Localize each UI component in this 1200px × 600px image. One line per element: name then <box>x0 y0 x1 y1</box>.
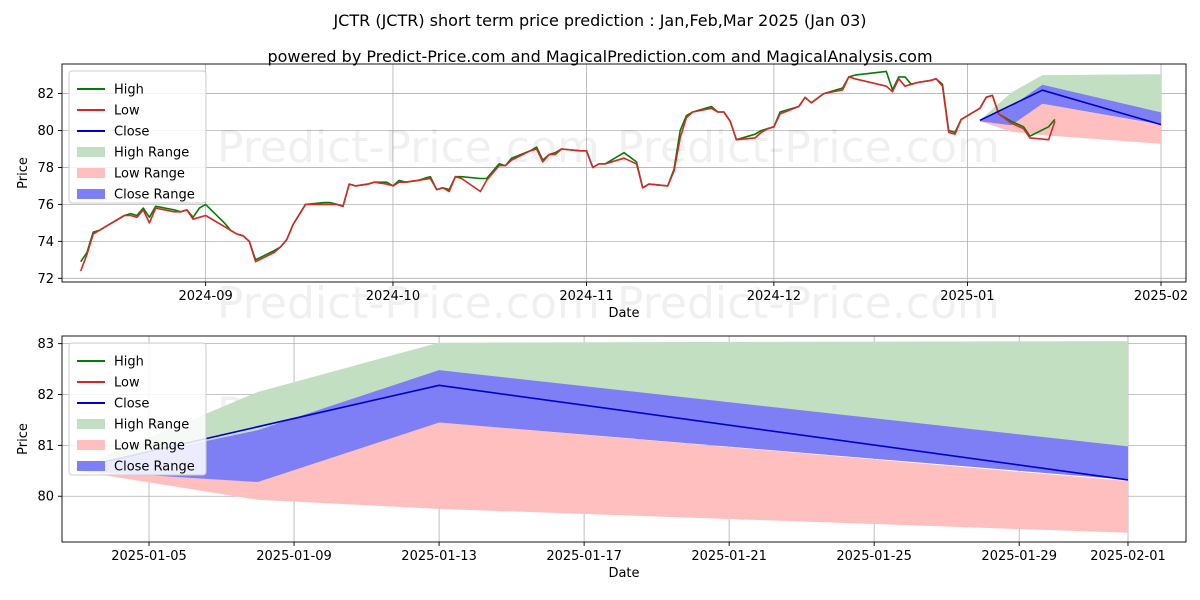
top-legend-label-close-range: Close Range <box>114 188 195 203</box>
top-legend-swatch-close-range <box>77 189 105 199</box>
top-legend-swatch-high-range <box>77 147 105 157</box>
bottom-axes-frame <box>61 335 1187 543</box>
chart-subtitle: powered by Predict-Price.com and Magical… <box>267 47 932 66</box>
bottom-legend-label-low: Low <box>114 376 140 391</box>
top-legend-label-low-range: Low Range <box>114 167 185 182</box>
top-legend-label-high: High <box>114 83 144 98</box>
top-y-tick-label: 76 <box>37 198 54 213</box>
top-x-axis-label: Date <box>608 306 639 321</box>
top-x-tick-label: 2024-10 <box>366 289 420 304</box>
top-legend-label-close: Close <box>114 125 149 140</box>
bottom-y-axis-label: Price <box>16 423 31 455</box>
top-low-line <box>79 76 1056 272</box>
bottom-y-tick-label: 80 <box>37 490 54 505</box>
top-y-tick-label: 72 <box>37 272 54 287</box>
bottom-x-tick-label: 2025-01-13 <box>401 549 477 564</box>
top-x-tick-label: 2024-11 <box>559 289 613 304</box>
top-legend-label-high-range: High Range <box>114 146 189 161</box>
bottom-close-range-band <box>76 370 1128 482</box>
bottom-low-range-band <box>76 422 1128 533</box>
top-plot-area <box>79 70 1162 272</box>
bottom-y-tick-label: 83 <box>37 337 54 352</box>
top-close-line <box>979 89 1162 126</box>
top-legend-swatch-low-range <box>77 168 105 178</box>
bottom-legend-label-low-range: Low Range <box>114 439 185 454</box>
top-y-axis-label: Price <box>16 157 31 189</box>
bottom-legend-swatch-high-range <box>77 419 105 429</box>
bottom-legend: High Low Close High Range Low Range Close Ran… <box>68 342 207 476</box>
top-x-tick-label: 2024-12 <box>747 289 801 304</box>
bottom-x-axis-label: Date <box>608 566 639 581</box>
bottom-x-tick-label: 2025-01-29 <box>981 549 1057 564</box>
bottom-chart-panel: Predict-Price.comPredict-Price.com2025-0… <box>16 335 1187 581</box>
bottom-plot-area <box>76 341 1129 533</box>
top-y-tick-label: 82 <box>37 87 54 102</box>
top-watermark-lower-right: Predict-Price.com <box>617 278 1000 329</box>
top-x-tick-label: 2025-02 <box>1134 289 1188 304</box>
bottom-y-tick-label: 81 <box>37 439 54 454</box>
bottom-legend-swatch-close-range <box>77 461 105 471</box>
bottom-legend-label-close: Close <box>114 397 149 412</box>
top-y-tick-label: 80 <box>37 124 54 139</box>
chart-title: JCTR (JCTR) short term price prediction … <box>332 11 866 30</box>
top-watermark-left: Predict-Price.com <box>217 122 600 173</box>
top-watermark-lower-left: Predict-Price.com <box>217 278 600 329</box>
top-y-tick-label: 78 <box>37 161 54 176</box>
top-x-tick-label: 2024-09 <box>178 289 232 304</box>
top-axes-frame <box>61 63 1187 283</box>
bottom-x-tick-label: 2025-02-01 <box>1090 549 1166 564</box>
top-low-range-band <box>979 103 1161 144</box>
bottom-x-tick-label: 2025-01-25 <box>836 549 912 564</box>
bottom-x-tick-label: 2025-01-09 <box>256 549 332 564</box>
top-y-tick-label: 74 <box>37 235 54 250</box>
top-legend-label-low: Low <box>114 104 140 119</box>
bottom-x-tick-label: 2025-01-21 <box>691 549 767 564</box>
bottom-y-tick-label: 82 <box>37 388 54 403</box>
bottom-legend-label-high-range: High Range <box>114 418 189 433</box>
bottom-legend-label-high: High <box>114 355 144 370</box>
bottom-legend-label-close-range: Close Range <box>114 460 195 475</box>
top-legend: High Low Close High Range Low Range Close Ran… <box>68 70 207 204</box>
top-chart-panel: Predict-Price.com Predict-Price.com Predic… <box>16 63 1188 329</box>
bottom-legend-swatch-low-range <box>77 440 105 450</box>
bottom-x-tick-label: 2025-01-17 <box>546 549 622 564</box>
bottom-x-tick-label: 2025-01-05 <box>111 549 187 564</box>
top-close-range-band <box>979 84 1161 126</box>
top-x-tick-label: 2025-01 <box>940 289 994 304</box>
